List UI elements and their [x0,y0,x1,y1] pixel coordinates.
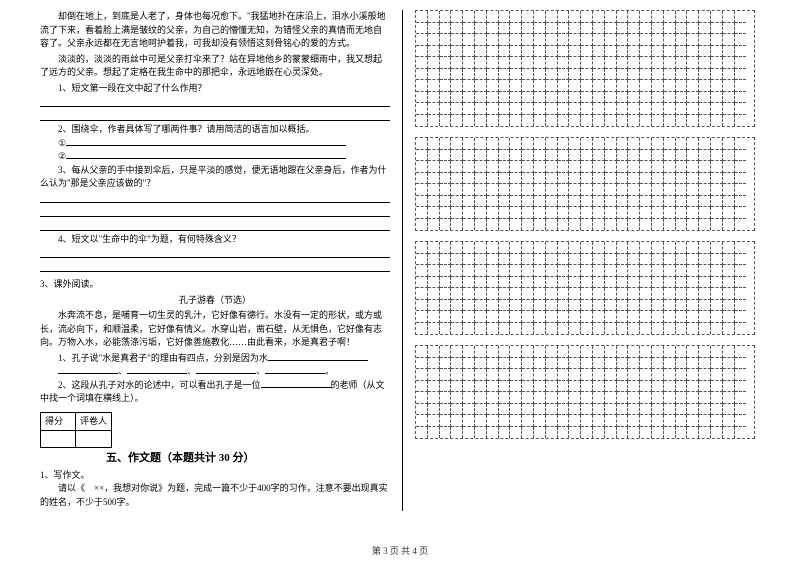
essay-prompt: 请以《 ××，我想对你说》为题，完成一篇不少于400字的习作，注意不要出现真实的… [40,482,390,509]
answer-blank [265,373,325,374]
passage-title: 孔子游春（节选） [40,294,390,308]
writing-grid-2 [415,137,755,231]
writing-grid-3 [415,241,755,335]
passage-para-3: 水奔流不息，是哺育一切生灵的乳汁，它好像有德行。水没有一定的形状，或方或长，流必… [40,309,390,350]
answer-line [40,191,390,203]
q2b-label: ② [58,151,66,161]
page-footer: 第 3 页 共 4 页 [0,544,800,557]
passage-para-1: 却倒在地上，到底是人老了，身体也每况愈下。"我猛地扑在床沿上，泪水小溪般地流了下… [40,10,390,51]
question-4: 4、短文以"生命中的伞"为题，有何特殊含义？ [40,233,390,247]
section-5-title: 五、作文题（本题共计 30 分） [40,450,390,467]
writing-grid-4 [415,345,755,439]
grader-cell [76,431,112,448]
left-column: 却倒在地上，到底是人老了，身体也每况愈下。"我猛地扑在床沿上，泪水小溪般地流了下… [40,10,403,511]
pq1-text: 1、孔子说"水是真君子"的理由有四点，分别是因为水 [58,353,268,363]
answer-blank [261,387,331,388]
answer-line [40,95,390,107]
question-3: 3、每从父亲的手中接到伞后，只是平淡的感觉，便无语地跟在父亲身后，作者为什么认为… [40,164,390,191]
answer-blank [58,373,118,374]
grader-label: 评卷人 [76,412,112,431]
answer-line [40,260,390,272]
score-table: 得分评卷人 [40,412,112,449]
answer-line [40,205,390,217]
question-1: 1、短文第一段在文中起了什么作用？ [40,82,390,96]
question-3-outer: 3、课外阅读。 [40,278,390,292]
passage-q2: 2、这段从孔子对水的论述中，可以看出孔子是一位的老师（从文中找一个词填在横线上）… [40,379,390,406]
answer-blank [196,373,256,374]
answer-line [40,109,390,121]
answer-blank [127,373,187,374]
score-cell [41,431,76,448]
answer-blank [66,145,346,146]
answer-blank [268,360,368,361]
question-2: 2、围绕伞，作者具体写了哪两件事？请用简洁的语言加以概括。 [40,123,390,137]
question-2b: ② [40,150,390,164]
writing-grid-1 [415,10,755,127]
question-2a: ① [40,137,390,151]
pq2a-text: 2、这段从孔子对水的论述中，可以看出孔子是一位 [58,380,261,390]
passage-q1: 1、孔子说"水是真君子"的理由有四点，分别是因为水 [40,352,390,366]
q2a-label: ① [58,138,66,148]
essay-q1: 1、写作文。 [40,469,390,483]
right-column [403,10,755,511]
answer-blank [66,158,346,159]
answer-line [40,219,390,231]
answer-line [40,246,390,258]
passage-para-2: 淡淡的，淡淡的雨丝中可是父亲打伞来了？站在异地他乡的蒙蒙细雨中，我又想起了远方的… [40,53,390,80]
score-label: 得分 [41,412,76,431]
